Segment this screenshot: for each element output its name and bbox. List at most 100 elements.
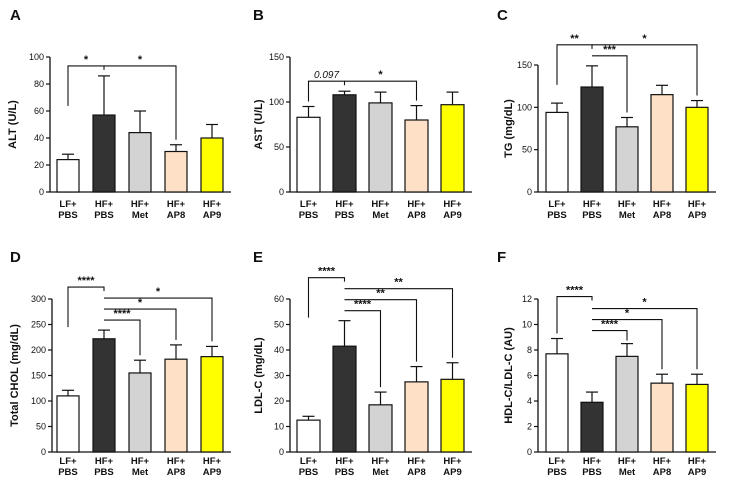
bar-lf-pbs	[296, 116, 321, 193]
significance-label: *	[156, 286, 161, 298]
y-tick-label: 12	[522, 294, 532, 304]
panel-letter: F	[497, 249, 506, 266]
bar-hf-ap9	[685, 383, 709, 453]
significance-bracket	[307, 277, 346, 318]
category-label: LF+	[59, 456, 77, 467]
panel-letter: A	[10, 7, 21, 24]
category-label: PBS	[58, 467, 78, 478]
y-tick-label: 60	[34, 106, 44, 116]
category-label: Met	[132, 210, 149, 221]
y-tick-label: 6	[527, 371, 532, 381]
significance-bracket	[104, 308, 177, 340]
category-label: PBS	[335, 210, 355, 221]
y-tick-label: 150	[31, 371, 46, 381]
bar-hf-ap9	[440, 104, 465, 193]
category-label: HF+	[407, 456, 426, 467]
bar-hf-ap8	[650, 94, 674, 193]
significance-label: ****	[601, 319, 619, 331]
category-label: AP8	[407, 210, 425, 221]
category-label: AP8	[653, 210, 671, 221]
bar-hf-ap8	[164, 358, 188, 453]
category-label: PBS	[94, 467, 114, 478]
bar-hf-ap8	[404, 119, 429, 193]
category-label: AP9	[688, 210, 706, 221]
bar-lf-pbs	[56, 395, 80, 453]
y-axis-label: Total CHOL (mg/dL)	[9, 324, 21, 427]
category-label: AP9	[688, 467, 706, 478]
y-tick-label: 0	[39, 187, 44, 197]
category-label: HF+	[443, 456, 462, 467]
y-tick-label: 150	[517, 60, 532, 70]
significance-label: **	[394, 277, 403, 289]
category-label: HF+	[371, 199, 390, 210]
bar-hf-ap9	[685, 106, 709, 193]
category-label: AP8	[167, 467, 185, 478]
panel-letter: D	[10, 249, 21, 266]
y-tick-label: 40	[274, 345, 284, 355]
category-label: PBS	[299, 210, 319, 221]
bar-hf-met	[615, 126, 639, 193]
significance-bracket	[344, 310, 382, 388]
y-tick-label: 150	[269, 52, 284, 62]
significance-label: **	[570, 33, 579, 45]
y-tick-label: 50	[36, 422, 46, 432]
category-label: AP8	[653, 467, 671, 478]
significance-bracket	[592, 44, 698, 96]
bar-hf-pbs	[332, 345, 357, 453]
significance-label: ***	[603, 44, 617, 56]
significance-bracket	[592, 318, 663, 370]
category-label: PBS	[58, 210, 78, 221]
y-tick-label: 100	[269, 97, 284, 107]
category-label: Met	[372, 467, 389, 478]
y-tick-label: 30	[274, 371, 284, 381]
category-label: HF+	[583, 199, 602, 210]
significance-bracket	[592, 329, 628, 341]
bar-hf-pbs	[92, 338, 116, 453]
category-label: AP8	[167, 210, 185, 221]
significance-bracket	[104, 297, 213, 342]
category-label: Met	[619, 210, 636, 221]
y-tick-label: 50	[522, 145, 532, 155]
category-label: PBS	[299, 467, 319, 478]
category-label: HF+	[583, 456, 602, 467]
category-label: AP9	[443, 210, 461, 221]
significance-bracket	[556, 44, 593, 85]
category-label: PBS	[582, 210, 602, 221]
significance-bracket	[592, 55, 628, 113]
category-label: HF+	[688, 199, 707, 210]
significance-bracket	[307, 80, 346, 102]
bar-hf-pbs	[580, 86, 604, 193]
significance-label: ****	[354, 299, 372, 311]
significance-bracket	[344, 299, 418, 362]
y-tick-label: 60	[274, 294, 284, 304]
y-tick-label: 0	[527, 447, 532, 457]
y-tick-label: 0	[279, 447, 284, 457]
significance-label: 0.097	[314, 70, 339, 81]
category-label: HF+	[95, 456, 114, 467]
y-tick-label: 300	[31, 294, 46, 304]
y-tick-label: 20	[34, 160, 44, 170]
category-label: HF+	[203, 199, 222, 210]
y-tick-label: 50	[274, 320, 284, 330]
y-tick-label: 4	[527, 396, 532, 406]
significance-bracket	[592, 307, 698, 370]
category-label: PBS	[582, 467, 602, 478]
bar-hf-ap9	[200, 137, 224, 193]
significance-label: *	[84, 54, 89, 66]
category-label: Met	[372, 210, 389, 221]
category-label: HF+	[443, 199, 462, 210]
category-label: HF+	[167, 199, 186, 210]
panel-d: D 0 50 100 150 200 250 300 Total CHOL (mg/dL) LF+…	[9, 249, 231, 478]
category-label: HF+	[131, 456, 150, 467]
y-axis-label: TG (mg/dL)	[503, 99, 515, 158]
significance-label: ****	[77, 275, 95, 287]
bar-hf-ap9	[440, 378, 465, 453]
category-label: HF+	[335, 456, 354, 467]
category-label: HF+	[131, 199, 150, 210]
category-label: HF+	[618, 199, 637, 210]
